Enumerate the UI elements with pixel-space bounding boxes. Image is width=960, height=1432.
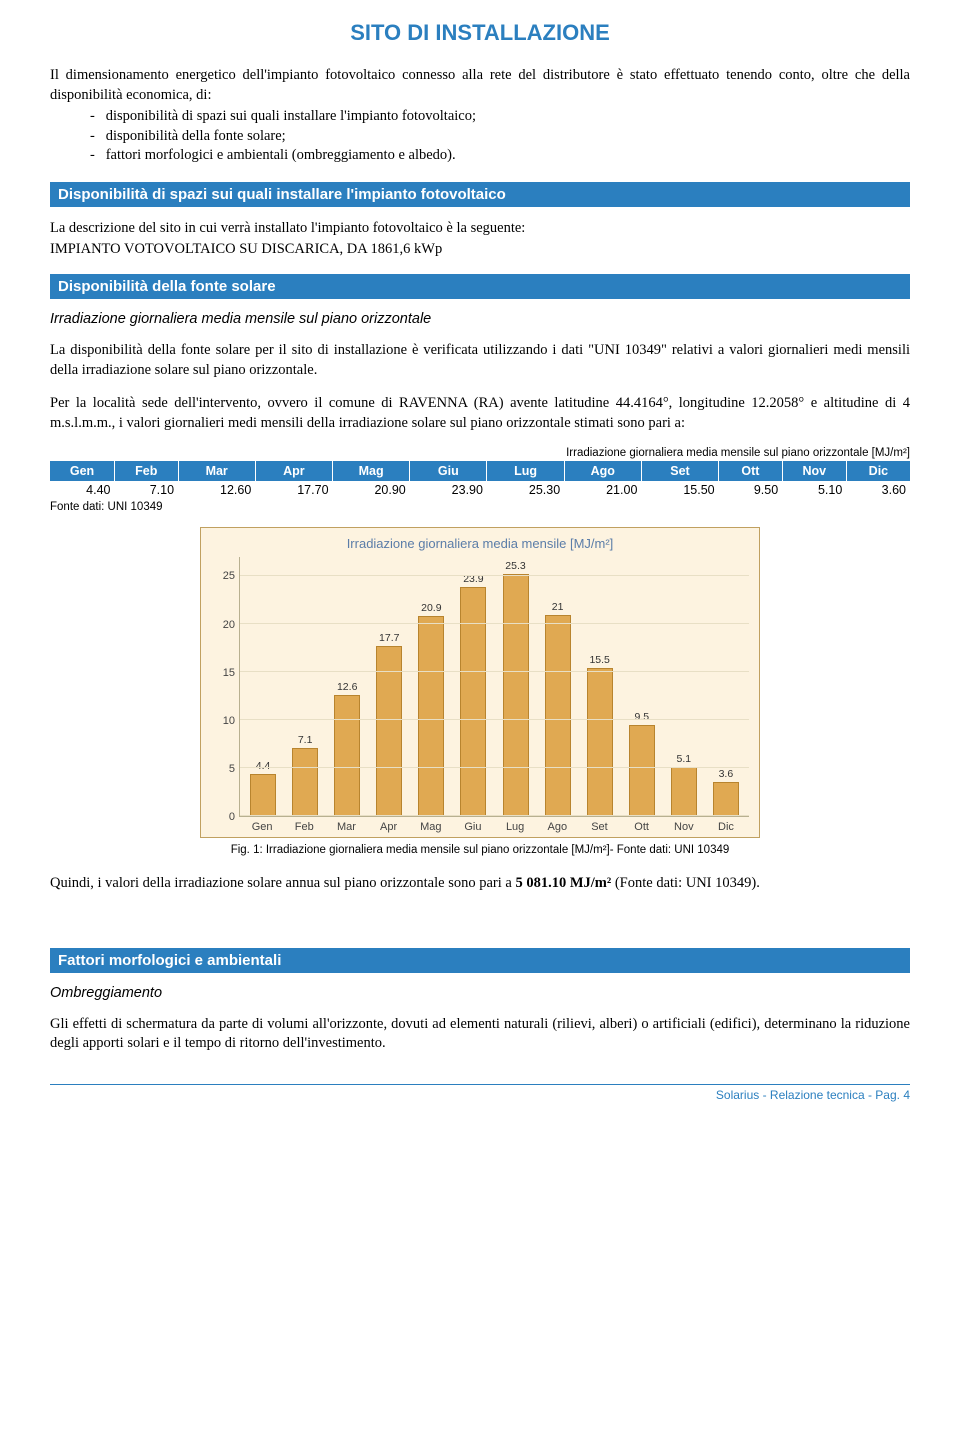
- x-tick-label: Set: [578, 821, 620, 833]
- x-tick-label: Apr: [368, 821, 410, 833]
- page-footer: Solarius - Relazione tecnica - Pag. 4: [50, 1084, 910, 1102]
- bar-value-label: 15.5: [589, 654, 609, 666]
- table-header-cell: Ago: [564, 461, 641, 481]
- table-data-cell: 17.70: [255, 481, 332, 499]
- table-header-cell: Nov: [782, 461, 846, 481]
- bullet-item: fattori morfologici e ambientali (ombreg…: [90, 146, 910, 166]
- bar-value-label: 5.1: [677, 753, 692, 765]
- table-header-row: GenFebMarAprMagGiuLugAgoSetOttNovDic: [50, 461, 910, 481]
- y-tick-label: 5: [229, 763, 235, 775]
- x-tick-label: Ott: [621, 821, 663, 833]
- chart-bar: 23.9: [452, 557, 494, 816]
- intro-paragraph: Il dimensionamento energetico dell'impia…: [50, 66, 910, 105]
- table-data-cell: 25.30: [487, 481, 564, 499]
- chart-bar: 9.5: [621, 557, 663, 816]
- section-heading-fonte: Disponibilità della fonte solare: [50, 274, 910, 299]
- figure-caption: Fig. 1: Irradiazione giornaliera media m…: [50, 844, 910, 856]
- x-tick-label: Nov: [663, 821, 705, 833]
- fattori-p1: Gli effetti di schermatura da parte di v…: [50, 1015, 910, 1054]
- irradiation-table: GenFebMarAprMagGiuLugAgoSetOttNovDic 4.4…: [50, 461, 910, 499]
- chart-bar: 3.6: [705, 557, 747, 816]
- chart-title: Irradiazione giornaliera media mensile […: [211, 536, 749, 551]
- chart-bar: 20.9: [410, 557, 452, 816]
- table-header-cell: Apr: [255, 461, 332, 481]
- chart-bar: 17.7: [368, 557, 410, 816]
- summary-pre: Quindi, i valori della irradiazione sola…: [50, 875, 515, 891]
- section-heading-fattori: Fattori morfologici e ambientali: [50, 948, 910, 973]
- chart-bar: 15.5: [579, 557, 621, 816]
- table-data-cell: 20.90: [333, 481, 410, 499]
- table-header-cell: Lug: [487, 461, 564, 481]
- chart-bar: 21: [537, 557, 579, 816]
- table-data-cell: 7.10: [115, 481, 179, 499]
- table-header-cell: Mag: [333, 461, 410, 481]
- x-tick-label: Gen: [241, 821, 283, 833]
- table-header-cell: Feb: [115, 461, 179, 481]
- chart-bar: 7.1: [284, 557, 326, 816]
- x-tick-label: Lug: [494, 821, 536, 833]
- chart-y-axis: 0510152025: [211, 557, 239, 817]
- intro-bullets: disponibilità di spazi sui quali install…: [50, 107, 910, 166]
- table-data-cell: 12.60: [178, 481, 255, 499]
- x-tick-label: Giu: [452, 821, 494, 833]
- table-source: Fonte dati: UNI 10349: [50, 501, 910, 513]
- table-header-cell: Mar: [178, 461, 255, 481]
- x-tick-label: Ago: [536, 821, 578, 833]
- fonte-subheading: Irradiazione giornaliera media mensile s…: [50, 311, 910, 327]
- table-header-cell: Giu: [410, 461, 487, 481]
- spazi-p2: IMPIANTO VOTOVOLTAICO SU DISCARICA, DA 1…: [50, 240, 910, 260]
- table-data-cell: 9.50: [719, 481, 783, 499]
- table-data-row: 4.407.1012.6017.7020.9023.9025.3021.0015…: [50, 481, 910, 499]
- x-tick-label: Feb: [283, 821, 325, 833]
- x-tick-label: Mag: [410, 821, 452, 833]
- summary-value: 5 081.10 MJ/m²: [515, 875, 611, 891]
- table-data-cell: 15.50: [641, 481, 718, 499]
- table-header-cell: Ott: [719, 461, 783, 481]
- y-tick-label: 0: [229, 811, 235, 823]
- y-tick-label: 15: [223, 667, 235, 679]
- chart-plot: 4.4 7.1 12.6 17.7 20.9 23.9 25.3 21 15.5 9.5 5.1 3.…: [239, 557, 749, 817]
- annual-summary: Quindi, i valori della irradiazione sola…: [50, 874, 910, 894]
- y-tick-label: 25: [223, 570, 235, 582]
- table-header-cell: Set: [641, 461, 718, 481]
- table-header-cell: Gen: [50, 461, 115, 481]
- spazi-p1: La descrizione del sito in cui verrà ins…: [50, 219, 910, 239]
- bullet-item: disponibilità di spazi sui quali install…: [90, 107, 910, 127]
- x-tick-label: Dic: [705, 821, 747, 833]
- table-data-cell: 5.10: [782, 481, 846, 499]
- fonte-p1: La disponibilità della fonte solare per …: [50, 341, 910, 380]
- y-tick-label: 20: [223, 619, 235, 631]
- x-tick-label: Mar: [325, 821, 367, 833]
- summary-post: (Fonte dati: UNI 10349).: [611, 875, 760, 891]
- table-data-cell: 4.40: [50, 481, 115, 499]
- bar-value-label: 4.4: [256, 760, 271, 772]
- bar-value-label: 12.6: [337, 681, 357, 693]
- table-header-cell: Dic: [846, 461, 910, 481]
- y-tick-label: 10: [223, 715, 235, 727]
- bar-value-label: 25.3: [505, 560, 525, 572]
- chart-bar: 25.3: [494, 557, 536, 816]
- irradiation-chart: Irradiazione giornaliera media mensile […: [200, 527, 760, 838]
- table-data-cell: 23.90: [410, 481, 487, 499]
- bar-value-label: 17.7: [379, 632, 399, 644]
- bar-value-label: 21: [552, 601, 564, 613]
- bar-value-label: 3.6: [719, 768, 734, 780]
- fattori-subheading: Ombreggiamento: [50, 985, 910, 1001]
- table-caption: Irradiazione giornaliera media mensile s…: [50, 447, 910, 459]
- table-data-cell: 21.00: [564, 481, 641, 499]
- chart-bar: 4.4: [242, 557, 284, 816]
- bar-value-label: 20.9: [421, 602, 441, 614]
- chart-x-axis: GenFebMarAprMagGiuLugAgoSetOttNovDic: [239, 817, 749, 833]
- chart-bar: 5.1: [663, 557, 705, 816]
- fonte-p2: Per la località sede dell'intervento, ov…: [50, 394, 910, 433]
- table-data-cell: 3.60: [846, 481, 910, 499]
- section-heading-spazi: Disponibilità di spazi sui quali install…: [50, 182, 910, 207]
- bullet-item: disponibilità della fonte solare;: [90, 127, 910, 147]
- bar-value-label: 7.1: [298, 734, 313, 746]
- chart-bar: 12.6: [326, 557, 368, 816]
- bar-value-label: 9.5: [634, 711, 649, 723]
- page-title: SITO DI INSTALLAZIONE: [50, 20, 910, 46]
